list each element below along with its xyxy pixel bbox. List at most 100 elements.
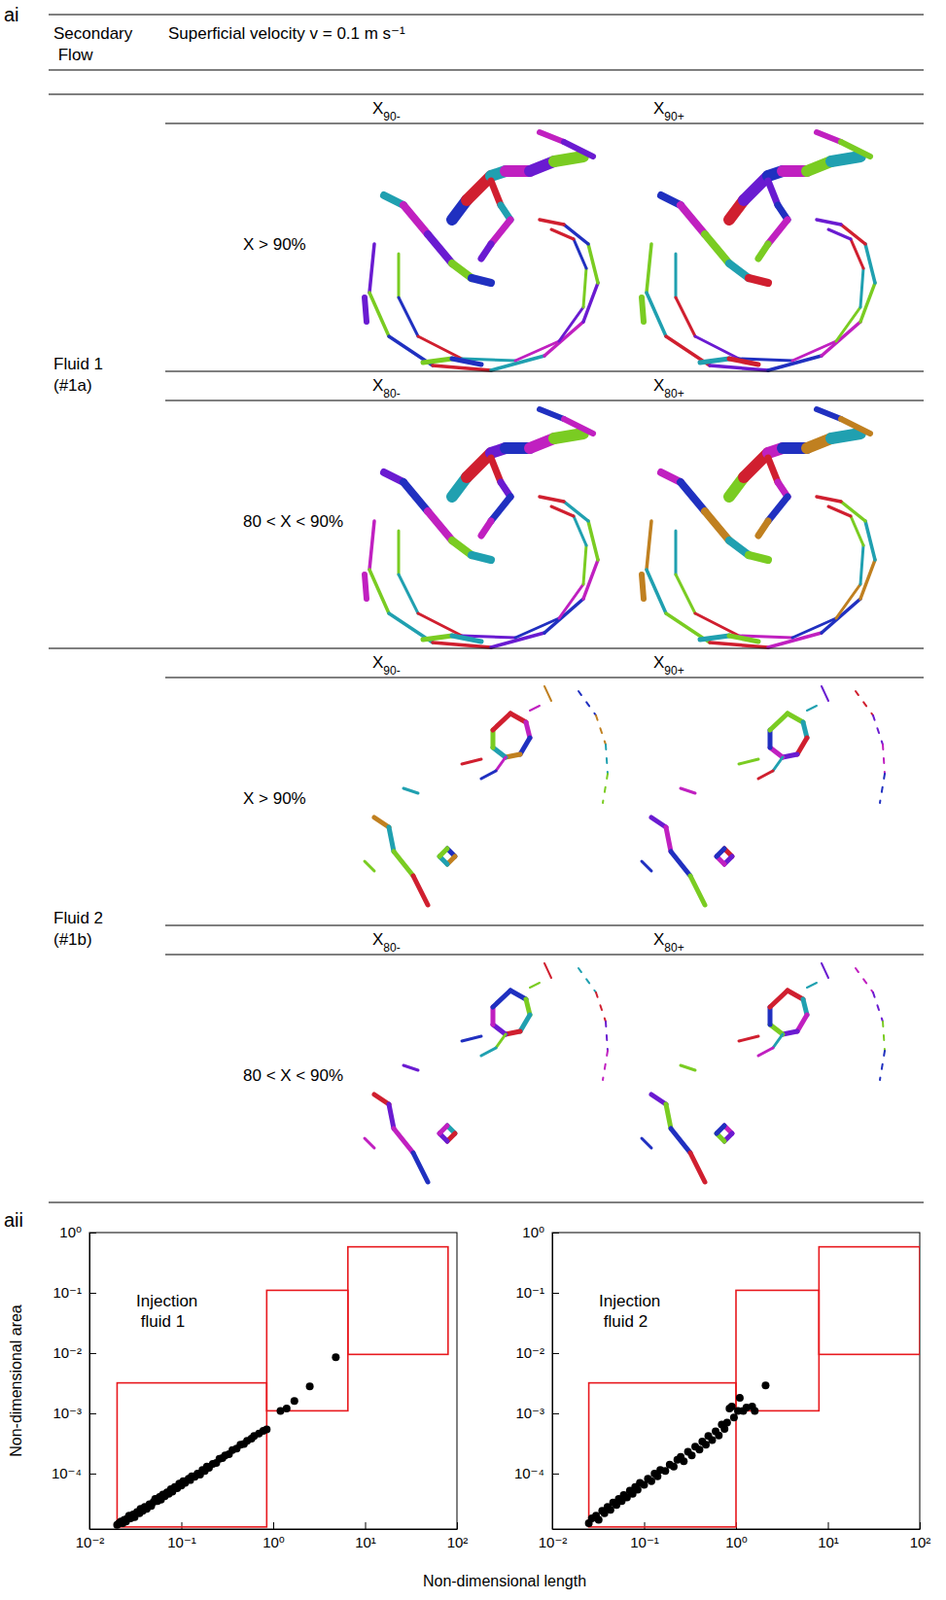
blob-segment: [816, 496, 841, 502]
blob-segment: [583, 545, 587, 585]
blob-segment: [695, 336, 739, 359]
figure: aiSecondary FlowSuperficial velocity v =…: [0, 0, 946, 1600]
blob-segment: [700, 635, 730, 640]
blob-segment: [641, 297, 644, 322]
blob-segment: [369, 244, 375, 293]
blob-segment: [704, 511, 730, 541]
blob-segment: [865, 521, 876, 561]
blob-segment: [481, 244, 491, 259]
tick-mark: [89, 1293, 97, 1295]
blob-segment: [588, 521, 598, 561]
blob-segment: [439, 1125, 448, 1134]
blob-segment: [882, 744, 885, 774]
point: [661, 1467, 669, 1475]
blob-segment: [729, 358, 759, 365]
blob-segment: [787, 713, 804, 723]
tick-label: 10⁰: [59, 1224, 82, 1241]
column-head: X80+: [653, 376, 685, 401]
y-tick: 10⁰: [522, 1224, 560, 1241]
point: [595, 1516, 603, 1525]
blob-segment: [369, 292, 389, 337]
blob-segment: [690, 875, 705, 906]
blob-segment: [364, 861, 375, 872]
blob-image: [364, 686, 608, 906]
blob-segment: [559, 584, 584, 619]
blob-segment: [510, 713, 526, 723]
tick-mark: [552, 1413, 560, 1415]
point: [647, 1477, 656, 1486]
blob-segment: [860, 545, 864, 585]
blob-segment: [772, 757, 783, 771]
tick-mark: [919, 1522, 921, 1530]
y-tick: 10⁻²: [515, 1344, 560, 1362]
y-axis: 10⁻⁴ 10⁻³ 10⁻² 10⁻¹ 10⁰: [51, 1224, 97, 1530]
blob-segment: [821, 321, 861, 356]
y-tick: 10⁻²: [52, 1344, 97, 1362]
blob-segment: [882, 1021, 885, 1052]
blob-segment: [879, 773, 885, 804]
blob-segment: [490, 457, 501, 483]
blob-segment: [422, 358, 453, 363]
axis-title: Non-dimensional length: [422, 1573, 587, 1590]
axis-line: [553, 1529, 921, 1531]
blob-segment: [388, 827, 394, 852]
blob-segment: [490, 219, 511, 245]
blob-segment: [787, 990, 804, 1000]
blob-segment: [563, 141, 594, 157]
point: [669, 1463, 678, 1472]
blob-segment: [554, 156, 584, 162]
point: [633, 1486, 642, 1495]
point: [695, 1445, 703, 1454]
blob-segment: [828, 506, 851, 517]
x-tick: 10²: [910, 1522, 932, 1551]
blob-segment: [403, 205, 428, 235]
tick-mark: [89, 1473, 97, 1475]
blob-segment: [680, 482, 705, 512]
blob-segment: [758, 1048, 773, 1056]
blob-image: [641, 963, 885, 1183]
blob-segment: [670, 851, 691, 876]
blob-segment: [690, 1153, 705, 1183]
blob-segment: [828, 229, 851, 240]
table-rule: [165, 953, 924, 955]
row-label: X > 90%: [243, 235, 307, 254]
column-head: X90+: [653, 99, 685, 124]
column-head: X80+: [653, 930, 685, 955]
tick-mark: [365, 1522, 367, 1530]
blob-segment: [427, 511, 453, 541]
tick-label: 10⁻⁴: [51, 1465, 82, 1482]
blob-segment: [403, 1065, 419, 1071]
point: [687, 1451, 696, 1460]
blob-segment: [641, 1138, 652, 1149]
region-box: [735, 1290, 819, 1411]
blob-segment: [716, 1125, 725, 1134]
blob-segment: [529, 705, 540, 711]
plot-area: [585, 1247, 920, 1528]
blob-segment: [680, 205, 705, 235]
blob-segment: [418, 613, 462, 636]
tick-label: 10⁻¹: [52, 1284, 82, 1301]
blob-image: [364, 963, 608, 1183]
blob-segment: [665, 1104, 671, 1129]
blob-segment: [413, 1153, 428, 1183]
tick-label: 10⁰: [522, 1224, 545, 1241]
blob-segment: [840, 419, 871, 434]
x-tick: 10¹: [817, 1522, 840, 1551]
blob-segment: [738, 1036, 759, 1042]
region-box: [818, 1247, 920, 1356]
blob-segment: [860, 268, 864, 308]
blob-segment: [520, 1015, 530, 1032]
y-tick: 10⁰: [59, 1224, 97, 1241]
tick-label: 10⁻³: [52, 1404, 82, 1422]
region-box: [266, 1290, 348, 1411]
table-rule: [48, 1201, 924, 1203]
chart: 10⁻²10⁻¹10⁰10¹10²10⁻⁴10⁻³10⁻²10⁻¹10⁰Inje…: [51, 1224, 468, 1550]
blob-segment: [588, 244, 598, 283]
tick-label: 10²: [910, 1534, 932, 1551]
blob-segment: [680, 788, 696, 794]
blob-image: [364, 409, 598, 648]
blob-segment: [492, 990, 511, 1008]
blob-segment: [768, 457, 778, 483]
point: [707, 1436, 716, 1444]
blob-segment: [704, 234, 730, 264]
